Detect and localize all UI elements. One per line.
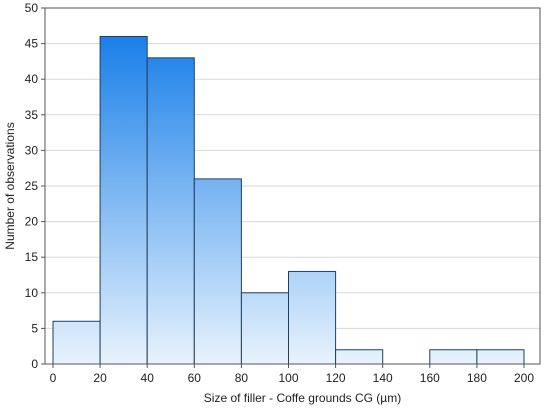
histogram-bar <box>335 349 384 365</box>
histogram-bar <box>52 320 101 365</box>
x-tick-label: 80 <box>235 371 249 385</box>
x-tick-label: 0 <box>50 371 57 385</box>
y-tick-label: 15 <box>25 250 39 264</box>
y-axis-ticks: 0 5 10 15 20 25 30 35 40 45 50 <box>25 1 45 371</box>
y-tick-label: 10 <box>25 286 39 300</box>
x-tick-label: 160 <box>420 371 440 385</box>
y-tick-label: 30 <box>25 143 39 157</box>
y-tick-label: 20 <box>25 215 39 229</box>
x-axis-ticks: 0 20 40 60 80 100 120 140 160 180 200 <box>50 364 534 385</box>
x-tick-label: 120 <box>326 371 346 385</box>
x-tick-label: 20 <box>93 371 107 385</box>
histogram-bar <box>429 349 478 365</box>
histogram-bar <box>99 35 148 365</box>
x-axis-title: Size of filler - Coffe grounds CG (µm) <box>204 391 401 405</box>
x-tick-label: 180 <box>467 371 487 385</box>
bars <box>52 35 525 365</box>
y-tick-label: 35 <box>25 108 39 122</box>
x-tick-label: 140 <box>373 371 393 385</box>
x-tick-label: 60 <box>188 371 202 385</box>
y-axis-title: Number of observations <box>3 122 17 249</box>
histogram-bar <box>240 292 289 365</box>
y-tick-label: 40 <box>25 72 39 86</box>
x-tick-label: 100 <box>278 371 298 385</box>
y-tick-label: 5 <box>31 321 38 335</box>
y-tick-label: 50 <box>25 1 39 15</box>
x-tick-label: 200 <box>514 371 534 385</box>
histogram-bar <box>193 178 242 365</box>
histogram-bar <box>146 57 195 365</box>
y-tick-label: 0 <box>31 357 38 371</box>
histogram-bar <box>476 349 525 365</box>
x-tick-label: 40 <box>141 371 155 385</box>
y-tick-label: 45 <box>25 37 39 51</box>
histogram-bar <box>288 270 337 365</box>
y-tick-label: 25 <box>25 179 39 193</box>
